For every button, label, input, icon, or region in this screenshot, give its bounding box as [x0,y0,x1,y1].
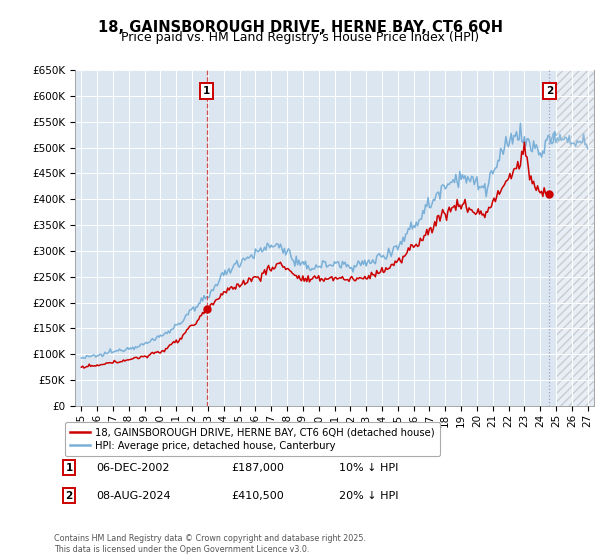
Bar [557,70,594,406]
Text: 06-DEC-2002: 06-DEC-2002 [96,463,170,473]
Legend: 18, GAINSBOROUGH DRIVE, HERNE BAY, CT6 6QH (detached house), HPI: Average price,: 18, GAINSBOROUGH DRIVE, HERNE BAY, CT6 6… [65,422,440,456]
Text: 1: 1 [65,463,73,473]
Text: 2: 2 [546,86,553,96]
Text: £410,500: £410,500 [231,491,284,501]
Text: 20% ↓ HPI: 20% ↓ HPI [339,491,398,501]
Text: 08-AUG-2024: 08-AUG-2024 [96,491,170,501]
Text: 2: 2 [65,491,73,501]
Text: 1: 1 [203,86,210,96]
Text: 18, GAINSBOROUGH DRIVE, HERNE BAY, CT6 6QH: 18, GAINSBOROUGH DRIVE, HERNE BAY, CT6 6… [97,20,503,35]
Text: Price paid vs. HM Land Registry's House Price Index (HPI): Price paid vs. HM Land Registry's House … [121,31,479,44]
Text: £187,000: £187,000 [231,463,284,473]
Bar [557,70,594,406]
Text: 10% ↓ HPI: 10% ↓ HPI [339,463,398,473]
Text: Contains HM Land Registry data © Crown copyright and database right 2025.
This d: Contains HM Land Registry data © Crown c… [54,534,366,554]
